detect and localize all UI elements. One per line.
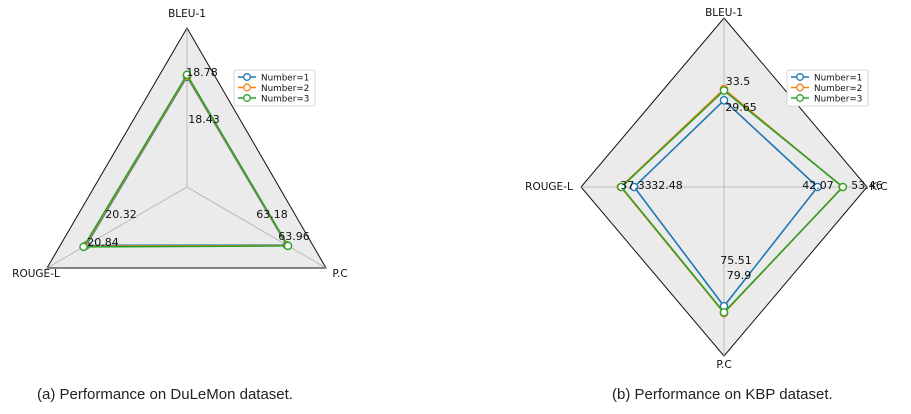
legend-entry-number-2: Number=2 [814, 84, 862, 94]
axis-spoke-p-c [186, 186, 327, 269]
data-label-bleu-1-0: 18.78 [186, 66, 218, 79]
legend-entry-number-1: Number=1 [261, 73, 309, 83]
caption-a: (a) Performance on DuLeMon dataset. [37, 386, 293, 403]
data-point-number-1-k-c [813, 182, 822, 192]
legend-entry-number-3: Number=3 [261, 94, 309, 104]
legend-entry-number-3: Number=3 [814, 94, 862, 104]
data-point-number-3-rouge-l [79, 242, 88, 252]
axis-label-bleu-1: BLEU-1 [705, 7, 743, 19]
legend-entry-number-2: Number=2 [261, 84, 309, 94]
data-label-rouge-l-4: 20.32 [105, 208, 137, 221]
data-point-number-3-rouge-l [617, 182, 626, 192]
data-point-number-1-rouge-l [629, 182, 639, 192]
data-label-bleu-1-1: 29.65 [725, 101, 757, 114]
radar-chart-a: BLEU-1 P.C ROUGE-L 18.78 18.43 63.18 63.96 20.3… [12, 8, 348, 280]
data-label-k-c-2: 42.07 [802, 179, 834, 192]
axis-label-k-c: K.C [870, 181, 888, 193]
data-label-p-c-4: 75.51 [720, 254, 752, 267]
data-point-number-3-p-c [283, 241, 293, 251]
data-label-rouge-l-5: 20.84 [87, 236, 119, 249]
axis-spoke-rouge-l [46, 186, 188, 269]
data-label-rouge-l-7: 32.48 [651, 179, 683, 192]
axis-label-rouge-l: ROUGE-L [525, 181, 573, 193]
radar-frame [46, 27, 327, 269]
legend-box [233, 69, 316, 107]
data-label-bleu-1-0: 33.5 [726, 75, 751, 88]
legend-marker-number-3 [243, 94, 251, 102]
data-label-p-c-2: 63.18 [256, 208, 288, 221]
data-point-number-3-bleu-1 [719, 86, 729, 95]
axis-label-p-c: P.C [716, 359, 731, 371]
legend-marker-number-2 [243, 83, 251, 92]
radar-chart-b: BLEU-1 K.C P.C ROUGE-L 33.5 29.65 42.07 53.46 75… [525, 7, 887, 371]
legend-marker-number-1 [796, 73, 804, 81]
legend-marker-number-1 [243, 73, 251, 81]
data-label-bleu-1-1: 18.43 [188, 113, 220, 126]
legend-marker-number-3 [796, 94, 804, 102]
axis-label-rouge-l: ROUGE-L [12, 268, 60, 280]
axis-label-p-c: P.C [332, 268, 347, 280]
axis-label-bleu-1: BLEU-1 [168, 8, 206, 20]
caption-b: (b) Performance on KBP dataset. [612, 386, 833, 403]
data-point-number-1-bleu-1 [719, 96, 729, 105]
data-point-number-3-p-c [719, 308, 729, 317]
legend-marker-number-2 [796, 83, 804, 92]
data-label-p-c-3: 63.96 [278, 230, 310, 243]
series-line-number-3 [82, 73, 290, 248]
data-label-rouge-l-6: 37.33 [620, 179, 652, 192]
data-point-number-3-k-c [838, 182, 848, 192]
legend-box [786, 69, 869, 107]
legend-entry-number-1: Number=1 [814, 73, 862, 83]
data-point-number-3-bleu-1 [182, 70, 192, 80]
data-label-k-c-3: 53.46 [851, 179, 883, 192]
data-label-p-c-5: 79.9 [727, 269, 752, 282]
